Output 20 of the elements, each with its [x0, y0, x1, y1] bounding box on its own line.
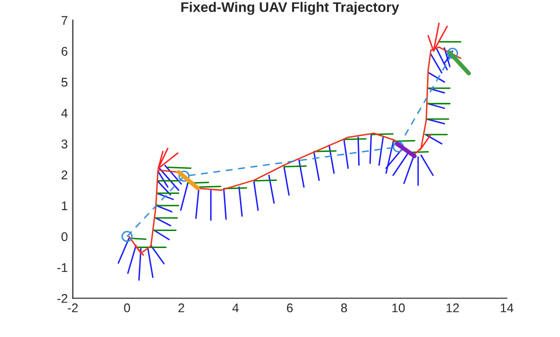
x-tick-label: -2	[68, 303, 78, 312]
y-tick-label: -2	[57, 294, 68, 303]
x-tick-label: 10	[392, 303, 405, 312]
x-tick-label: 0	[124, 303, 130, 312]
y-tick-label: -1	[57, 263, 68, 272]
x-tick-label: 2	[178, 303, 184, 312]
chart-title: Fixed-Wing UAV Flight Trajectory	[181, 2, 400, 15]
y-tick-label: 6	[62, 46, 68, 56]
x-tick-label: 6	[286, 303, 293, 312]
x-tick-label: 8	[341, 303, 347, 312]
y-tick-label: 7	[62, 16, 68, 25]
y-tick-label: 4	[61, 108, 68, 118]
y-tick-label: 3	[61, 140, 68, 148]
y-tick-label: 1	[62, 202, 68, 210]
y-tick-label: 0	[61, 232, 68, 242]
y-tick-label: 5	[61, 78, 68, 87]
y-tick-label: 2	[62, 170, 68, 180]
x-tick-label: 12	[446, 303, 459, 312]
x-tick-label: 14	[500, 304, 514, 312]
x-tick-label: 4	[232, 304, 239, 312]
